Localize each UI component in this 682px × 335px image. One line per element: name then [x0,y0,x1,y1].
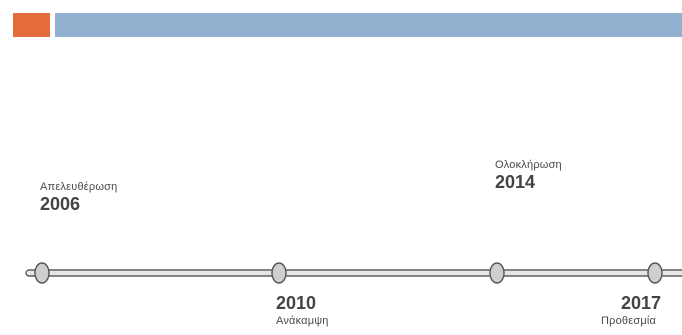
timeline-start-cap [25,269,29,277]
event-2006: Απελευθέρωση 2006 [40,181,117,214]
event-label: Προθεσμία [601,315,657,327]
timeline-node-2014 [489,262,505,284]
event-year: 2017 [621,293,662,313]
timeline-nodes [34,262,663,284]
timeline-node-2006 [34,262,50,284]
timeline-node-2010 [271,262,287,284]
header-band [55,13,682,37]
event-label: Απελευθέρωση [40,181,118,193]
event-2010: 2010 Ανάκαμψη [276,293,329,328]
event-year: 2010 [276,293,317,313]
timeline-node-2017 [647,262,663,284]
event-label: Ανάκαμψη [276,315,329,327]
timeline-track [25,269,682,277]
event-2017: 2017 Προθεσμία [601,293,661,328]
event-year: 2014 [495,172,536,192]
event-year: 2006 [40,194,81,214]
header-accent-block [13,13,50,37]
event-2014: Ολοκλήρωση 2014 [495,159,562,192]
event-label: Ολοκλήρωση [495,159,562,171]
